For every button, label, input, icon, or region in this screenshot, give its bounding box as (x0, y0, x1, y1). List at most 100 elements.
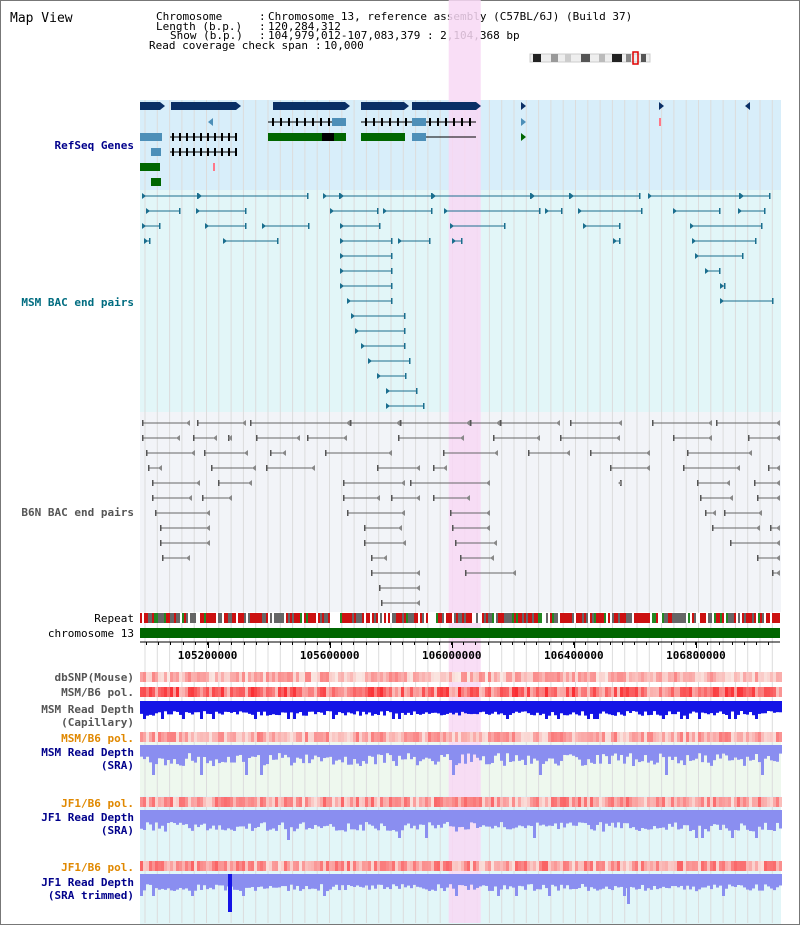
depth-bar (404, 745, 407, 760)
depth-bar (140, 745, 143, 757)
depth-bar (707, 701, 710, 715)
depth-bar (158, 701, 161, 713)
heat-cell (512, 672, 515, 682)
depth-bar (623, 874, 626, 896)
depth-bar (623, 810, 626, 824)
depth-bar (320, 745, 323, 762)
depth-bar (176, 745, 179, 765)
track-label-msm-b6-pol[interactable]: MSM/B6 pol. (61, 686, 134, 699)
depth-bar (323, 745, 326, 759)
depth-bar (614, 874, 617, 887)
depth-bar (548, 745, 551, 759)
heat-cell (302, 687, 305, 697)
repeat-cell (556, 613, 558, 623)
heat-cell (191, 672, 194, 682)
bac-end (343, 480, 345, 486)
repeat-cell (564, 613, 566, 623)
heat-cell (326, 861, 329, 871)
heat-cell (212, 732, 215, 742)
depth-bar (386, 701, 389, 712)
axis-minor-tick (231, 642, 233, 645)
depth-bar (338, 701, 341, 713)
heat-cell (233, 861, 236, 871)
heat-cell (494, 672, 497, 682)
depth-bar (716, 701, 719, 713)
heat-cell (473, 672, 476, 682)
depth-bar (710, 810, 713, 826)
heat-cell (275, 672, 278, 682)
depth-bar (365, 874, 368, 886)
bac-end (193, 435, 195, 441)
track-label-jf1-b6-pol[interactable]: JF1/B6 pol. (61, 797, 134, 810)
track-label-refseq[interactable]: RefSeq Genes (54, 139, 134, 152)
heat-cell (449, 732, 452, 742)
heat-cell (488, 672, 491, 682)
heat-cell (530, 861, 533, 871)
heat-cell (221, 687, 224, 697)
repeat-cell (166, 613, 168, 623)
exon (179, 133, 181, 141)
track-label-msm-bac[interactable]: MSM BAC end pairs (21, 296, 134, 309)
heat-cell (227, 687, 230, 697)
depth-bar (431, 745, 434, 762)
repeat-cell (174, 613, 176, 623)
depth-bar (482, 745, 485, 757)
heat-cell (497, 732, 500, 742)
repeat-cell (392, 613, 394, 623)
heat-cell (191, 797, 194, 807)
heat-cell (614, 861, 617, 871)
track-label-msm-depth-capillary[interactable]: MSM Read Depth (41, 703, 134, 716)
depth-bar (410, 701, 413, 715)
heat-cell (182, 687, 185, 697)
heat-cell (746, 861, 749, 871)
heat-cell (182, 797, 185, 807)
heat-cell (548, 861, 551, 871)
track-label-msm-depth-sra[interactable]: MSM Read Depth (41, 746, 134, 759)
depth-bar (632, 701, 635, 712)
depth-bar (305, 810, 308, 830)
bac-end (213, 435, 217, 441)
track-label-jf1-depth-trimmed[interactable]: JF1 Read Depth (41, 876, 134, 889)
heat-cell (638, 672, 641, 682)
depth-bar (221, 874, 224, 886)
heat-cell (662, 687, 665, 697)
heat-cell (389, 672, 392, 682)
axis-minor-tick (182, 642, 184, 645)
chromosome-ideogram[interactable] (529, 51, 653, 65)
bac-end (282, 450, 286, 456)
track-label-jf1-depth-sra[interactable]: JF1 Read Depth (41, 811, 134, 824)
depth-bar (680, 810, 683, 829)
exon (200, 148, 202, 156)
track-label-jf1-b6-pol-trimmed[interactable]: JF1/B6 pol. (61, 861, 134, 874)
track-label-b6n-bac[interactable]: B6N BAC end pairs (21, 506, 134, 519)
heat-cell (218, 861, 221, 871)
repeat-cell (666, 613, 668, 623)
depth-bar (746, 874, 749, 890)
heat-cell (698, 861, 701, 871)
depth-bar (704, 810, 707, 830)
depth-bar (713, 745, 716, 761)
heat-cell (476, 672, 479, 682)
depth-bar (143, 874, 146, 891)
repeat-cell (140, 613, 142, 623)
heat-cell (659, 687, 662, 697)
heat-cell (569, 672, 572, 682)
depth-bar (749, 745, 752, 761)
repeat-cell (678, 613, 680, 623)
heat-cell (350, 672, 353, 682)
heat-cell (560, 797, 563, 807)
heat-cell (692, 861, 695, 871)
heat-cell (731, 672, 734, 682)
heat-cell (455, 732, 458, 742)
depth-bar (416, 745, 419, 766)
depth-bar (611, 874, 614, 891)
heat-cell (323, 687, 326, 697)
repeat-cell (756, 613, 758, 623)
heat-cell (185, 687, 188, 697)
heat-cell (170, 861, 173, 871)
heat-cell (233, 687, 236, 697)
track-label-msm-b6-pol-sra[interactable]: MSM/B6 pol. (61, 732, 134, 745)
track-label-dbsnp[interactable]: dbSNP(Mouse) (54, 671, 134, 684)
repeat-cell (222, 613, 224, 623)
